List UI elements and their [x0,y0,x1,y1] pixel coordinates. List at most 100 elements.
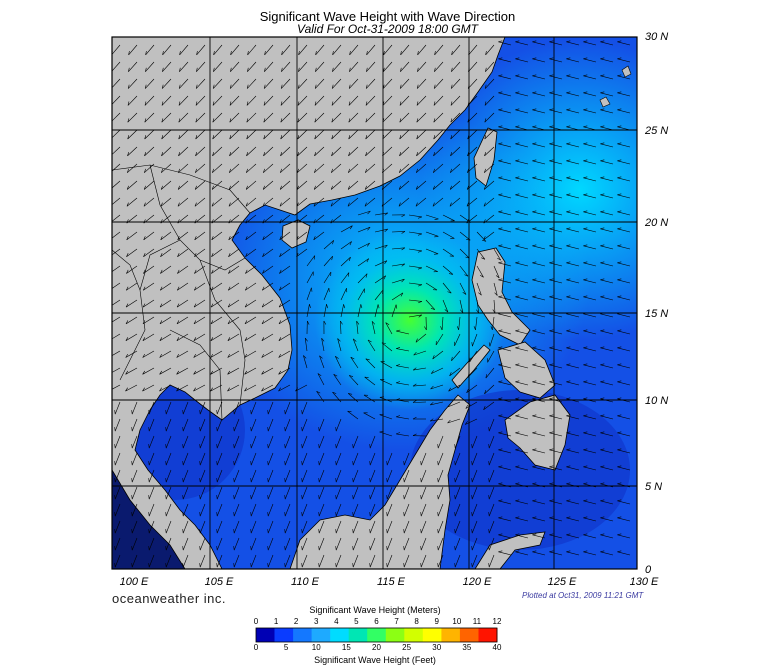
wave-arrow-head [498,516,503,519]
wave-arrow [229,180,240,190]
wave-arrow [176,316,189,325]
wave-arrow-head [617,550,622,553]
wave-arrow [318,435,325,449]
wave-arrow [112,299,121,306]
wave-arrow [348,180,359,190]
wave-arrow-head [484,168,486,173]
wave-arrow [416,95,427,106]
wave-arrow-head [484,135,487,140]
wave-arrow [314,95,325,106]
wave-arrow [246,78,257,89]
wave-arrow [213,44,223,56]
wave-arrow-head [396,398,401,401]
wave-arrow [454,452,461,466]
wave-arrow-head [515,57,520,60]
wave-arrow-head [335,356,339,359]
wave-arrow-head [617,346,622,349]
land-sumatra [112,469,186,569]
wave-arrow-head [418,314,422,318]
wave-arrow [261,350,274,358]
wave-arrow [472,333,478,347]
wave-arrow [566,330,580,335]
wave-arrow [193,316,206,325]
wave-arrow-head [383,275,386,280]
wave-arrow-head [498,159,503,162]
wave-arrow [313,197,325,207]
wave-arrow [331,78,342,89]
wave-arrow [566,415,580,420]
wave-arrow-head [301,410,303,415]
wave-arrow [454,503,461,517]
wave-arrow-head [159,370,163,375]
wave-arrow-head [450,101,453,106]
wave-arrow-head [583,414,588,417]
wave-arrow [498,245,512,250]
wave-arrow [442,265,454,275]
wave-arrow [267,520,274,534]
wave-arrow-head [498,278,503,281]
wave-arrow [365,180,376,190]
wave-arrow [515,75,529,80]
wave-arrow-head [367,242,370,247]
wave-arrow-head [386,546,388,551]
wave-arrow-head [313,185,316,190]
wave-arrow-head [432,355,435,360]
wave-arrow [352,537,359,551]
wave-arrow-head [233,461,235,466]
wave-arrow-head [467,135,470,140]
wave-arrow-head [229,135,232,140]
wave-arrow [391,304,397,318]
wave-arrow [363,412,376,420]
wave-arrow-head [229,101,232,106]
wave-arrow-head [484,152,486,156]
wave-arrow [399,95,410,106]
wave-arrow [471,486,478,500]
wave-arrow-head [485,50,487,55]
wave-arrow-head [296,236,299,241]
wave-arrow [296,248,308,257]
wave-arrow-head [267,512,269,517]
wave-arrow [194,231,206,241]
wave-arrow [451,350,461,361]
wave-arrow-head [488,461,490,466]
wave-arrow-head [211,286,214,291]
brand-logo-text: oceanweather inc. [112,591,227,606]
wave-arrow-head [566,312,571,315]
lon-label-110e: 110 E [291,576,319,588]
wave-arrow [483,231,495,241]
wave-arrow-head [278,387,281,392]
wave-arrow-head [379,431,384,433]
wave-arrow-head [332,50,334,55]
wave-arrow [128,61,138,72]
wave-arrow [261,316,274,325]
wave-arrow [468,61,478,72]
wave-arrow [449,367,461,377]
wave-arrow-head [246,84,249,89]
lat-label-5n: 5 N [645,481,663,493]
wave-arrow [263,78,274,89]
wave-arrow [229,146,240,157]
wave-arrow [148,452,155,466]
wave-arrow [400,61,410,72]
wave-arrow [450,112,461,123]
wave-arrow [333,374,342,386]
wave-arrow-head [403,512,405,517]
wave-arrow [278,384,291,392]
wave-arrow-head [396,347,401,349]
wave-arrow [162,61,172,72]
wave-arrow [210,350,223,358]
wave-arrow-head [617,329,622,332]
wave-arrow [617,466,631,471]
wave-arrow [126,231,138,241]
wave-arrow [532,534,546,539]
wave-arrow-head [233,444,235,449]
wave-arrow-head [515,312,520,315]
wave-arrow-head [431,370,434,374]
wave-arrow-head [515,91,520,94]
wave-arrow-head [228,286,231,291]
wave-arrow [261,333,274,341]
wave-arrow-head [532,414,537,417]
wave-arrow-head [566,516,571,519]
wave-arrow [233,503,240,517]
wave-arrow [442,231,455,239]
